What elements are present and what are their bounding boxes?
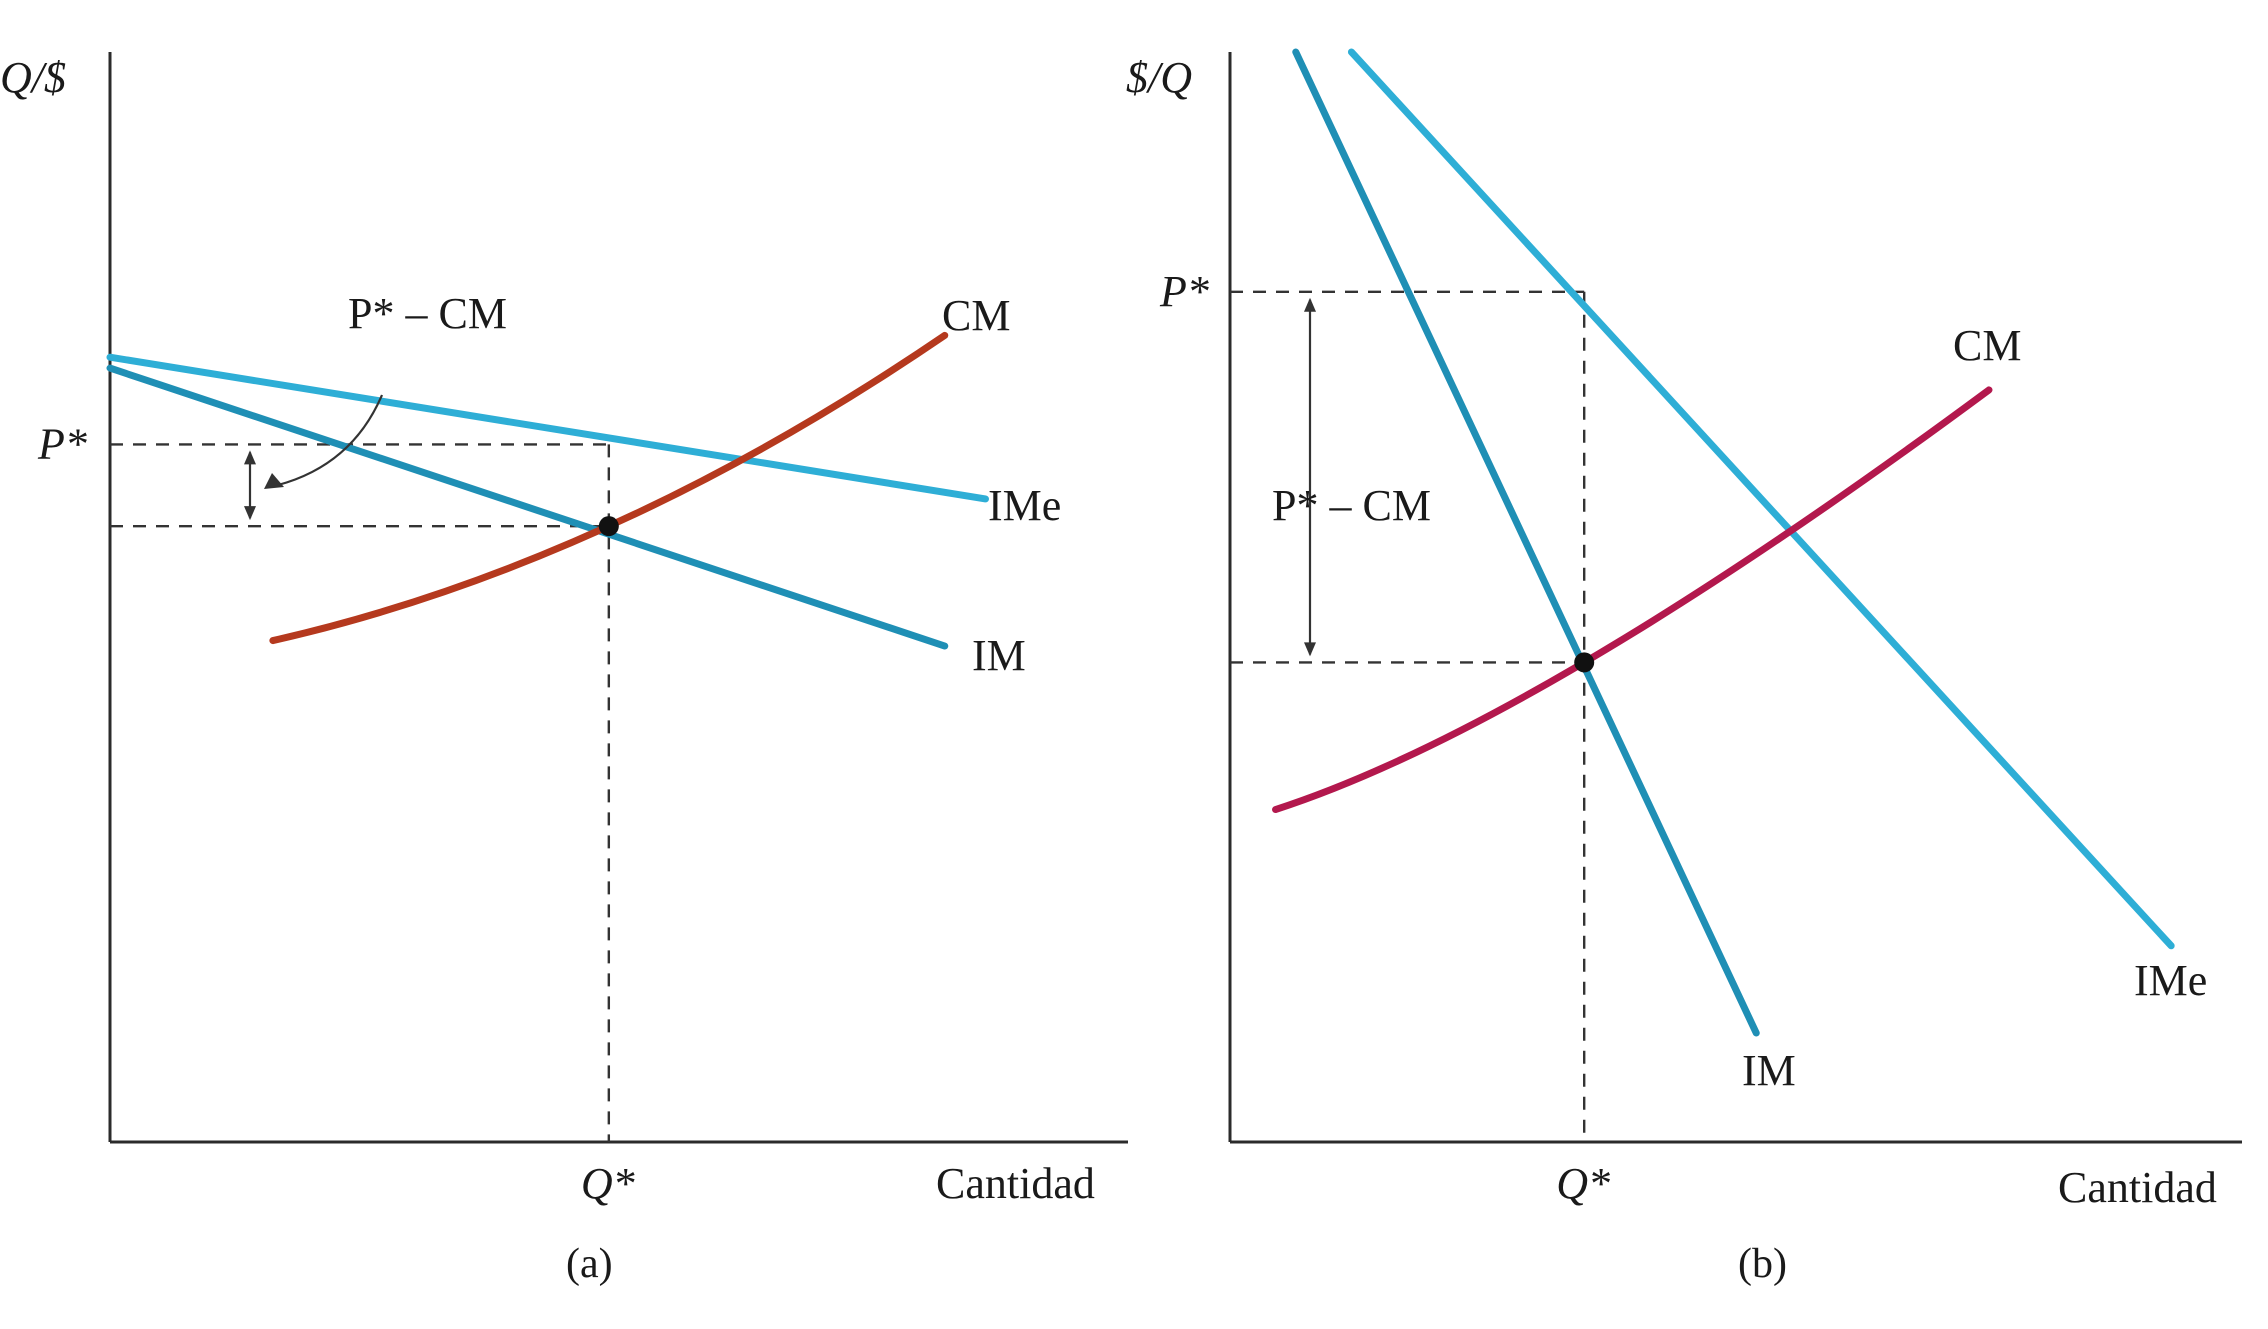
panel-a: Q/$ Cantidad (a) IMe IM CM Q* P* P* – CM xyxy=(0,52,1128,1287)
panel-a-label-cm: CM xyxy=(942,291,1010,340)
panel-b-y-axis-label: $/Q xyxy=(1126,53,1192,102)
panel-b-curve-ime xyxy=(1347,48,2175,950)
panel-a-gap-arrowhead-bottom xyxy=(244,506,256,521)
panel-a-x-tick-qstar: Q* xyxy=(581,1159,635,1208)
panel-a-caption: (a) xyxy=(566,1241,613,1287)
panel-a-x-axis-label: Cantidad xyxy=(936,1159,1095,1208)
panel-b: $/Q Cantidad (b) IM IMe CM Q* P* P* – CM xyxy=(1126,48,2242,1287)
panel-a-gap-arrowhead-top xyxy=(244,450,256,465)
panel-b-x-axis-label: Cantidad xyxy=(2058,1163,2217,1212)
panel-a-label-ime: IMe xyxy=(988,481,1061,530)
panel-b-label-im: IM xyxy=(1742,1046,1796,1095)
panel-a-label-im: IM xyxy=(972,631,1026,680)
panel-a-y-axis-label: Q/$ xyxy=(0,53,66,102)
panel-b-caption: (b) xyxy=(1738,1241,1787,1287)
panel-a-curve-ime xyxy=(106,353,989,503)
panel-b-label-ime: IMe xyxy=(2134,956,2207,1005)
panel-a-annotation-arrowhead xyxy=(264,473,284,489)
panel-a-curve-im xyxy=(106,364,949,650)
panel-b-curve-im xyxy=(1292,48,1760,1037)
panel-b-gap-arrowhead-bottom xyxy=(1304,642,1316,657)
panel-b-x-tick-qstar: Q* xyxy=(1556,1159,1610,1208)
panel-b-annotation: P* – CM xyxy=(1272,481,1431,530)
panel-a-equilibrium-point xyxy=(598,516,619,537)
panel-b-label-cm: CM xyxy=(1953,321,2021,370)
panel-b-equilibrium-point xyxy=(1574,652,1595,673)
panel-a-annotation: P* – CM xyxy=(348,289,507,338)
panel-b-gap-arrowhead-top xyxy=(1304,297,1316,312)
panel-a-y-tick-pstar: P* xyxy=(37,419,87,468)
panel-b-curve-cm xyxy=(1272,386,1993,814)
panel-b-y-tick-pstar: P* xyxy=(1159,267,1209,316)
panel-a-annotation-arrow xyxy=(277,394,384,487)
